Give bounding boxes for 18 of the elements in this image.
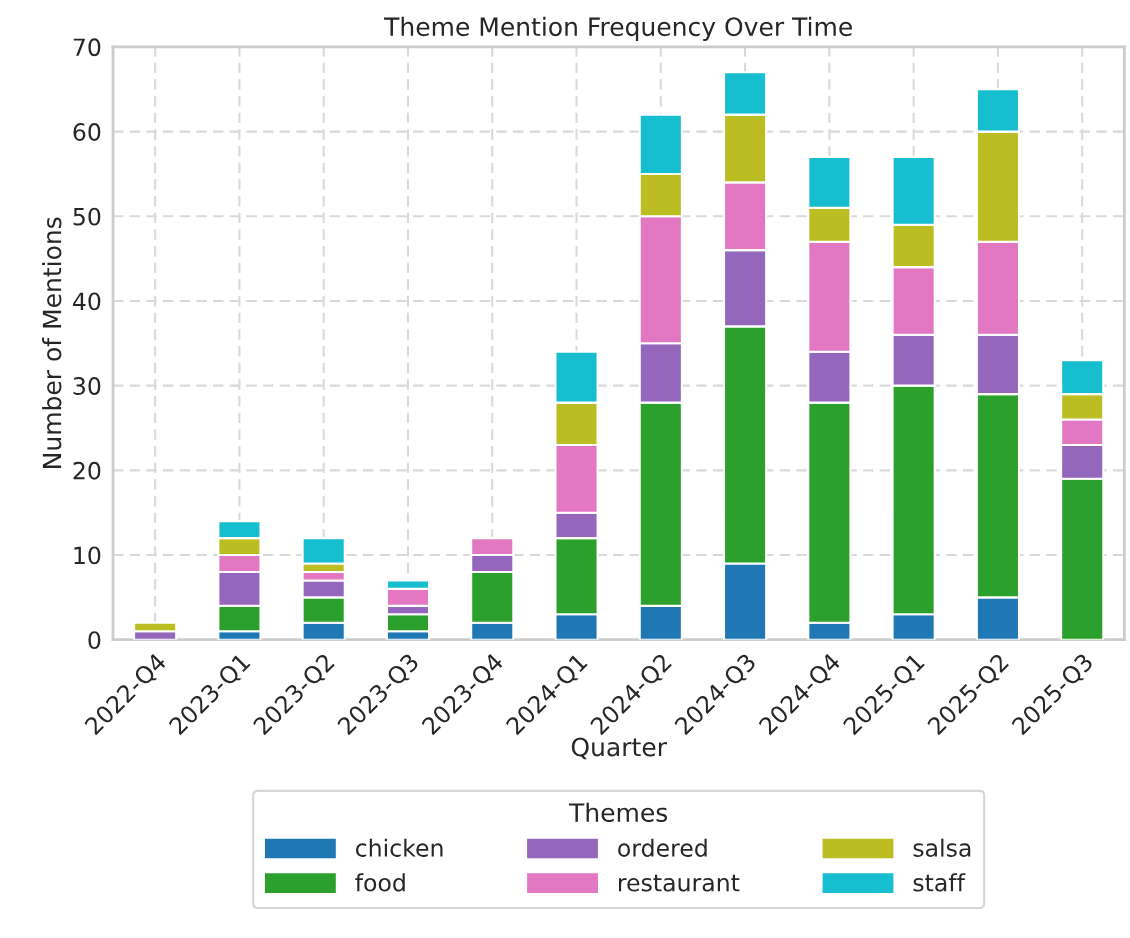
legend-label: food <box>355 873 405 892</box>
legend-label: ordered <box>618 838 707 857</box>
y-tick-label: 30 <box>73 377 101 395</box>
y-tick-label: 40 <box>73 292 101 311</box>
y-tick-label: 50 <box>73 207 101 226</box>
chart-title: Theme Mention Frequency Over Time <box>384 16 852 41</box>
y-axis-title: Number of Mentions <box>42 217 62 468</box>
y-tick-label: 70 <box>73 38 101 57</box>
legend-label: staff <box>913 873 966 892</box>
y-tick-label: 0 <box>88 631 101 650</box>
y-tick-label: 20 <box>73 461 101 480</box>
x-axis-title: Quarter <box>571 737 667 760</box>
y-tick-label: 60 <box>73 123 101 141</box>
legend-title: Themes <box>568 802 668 822</box>
legend-label: chicken <box>355 838 443 857</box>
legend-label: restaurant <box>618 874 740 892</box>
legend-label: salsa <box>913 838 971 857</box>
y-tick-label: 10 <box>74 546 101 565</box>
